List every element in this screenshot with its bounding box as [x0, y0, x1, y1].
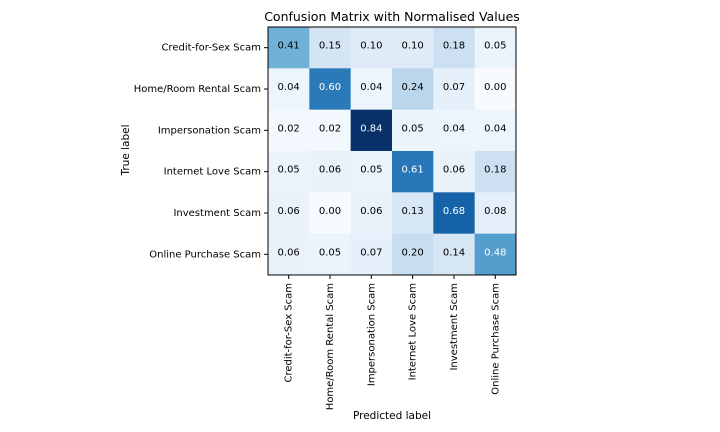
y-tick-label: Internet Love Scam	[164, 167, 261, 178]
cell-value-label: 0.41	[278, 41, 300, 52]
cell-value-label: 0.14	[443, 247, 465, 258]
y-tick-label: Home/Room Rental Scam	[134, 84, 261, 95]
heatmap-cell	[474, 150, 517, 193]
cell-value-label: 0.18	[484, 165, 506, 176]
y-tick-label: Online Purchase Scam	[149, 249, 261, 260]
cell-value-label: 0.15	[319, 41, 341, 52]
heatmap-cell	[391, 150, 434, 193]
y-tick-label: Impersonation Scam	[158, 125, 261, 136]
y-tick-label: Investment Scam	[173, 208, 261, 219]
heatmap-cell	[268, 233, 310, 276]
cell-value-label: 0.02	[278, 123, 300, 134]
heatmap-cell	[268, 192, 310, 235]
cell-value-label: 0.68	[443, 206, 465, 217]
x-axis-ticks: Credit-for-Sex Scam Home/Room Rental Scam…	[284, 274, 501, 410]
heatmap-cell	[350, 233, 393, 276]
y-tick-label: Credit-for-Sex Scam	[161, 43, 261, 54]
cell-value-label: 0.61	[402, 165, 424, 176]
cell-value-label: 0.06	[360, 206, 382, 217]
heatmap-cell	[268, 68, 310, 111]
cell-value-label: 0.07	[443, 82, 465, 93]
heatmap-cell	[309, 150, 352, 193]
chart-title: Confusion Matrix with Normalised Values	[264, 9, 520, 24]
cell-value-label: 0.06	[278, 206, 300, 217]
x-tick-label: Online Purchase Scam	[490, 283, 501, 395]
cell-value-label: 0.06	[278, 247, 300, 258]
cell-value-label: 0.05	[319, 247, 341, 258]
heatmap-cell	[391, 192, 434, 235]
heatmap-cell	[391, 109, 434, 152]
cell-value-label: 0.04	[278, 82, 300, 93]
cell-value-label: 0.00	[484, 82, 506, 93]
heatmap-cell	[309, 192, 352, 235]
heatmap-cells	[268, 27, 517, 276]
heatmap-cell	[433, 150, 476, 193]
cell-value-label: 0.08	[484, 206, 506, 217]
heatmap-cell	[433, 109, 476, 152]
cell-value-label: 0.05	[484, 41, 506, 52]
cell-value-label: 0.10	[360, 41, 382, 52]
heatmap-cell	[391, 27, 434, 69]
heatmap-cell	[309, 68, 352, 111]
cell-value-label: 0.18	[443, 41, 465, 52]
cell-value-label: 0.06	[443, 165, 465, 176]
x-tick-label: Credit-for-Sex Scam	[284, 283, 295, 383]
heatmap-cell	[350, 150, 393, 193]
heatmap-cell	[474, 109, 517, 152]
cell-value-label: 0.05	[360, 165, 382, 176]
x-tick-label: Internet Love Scam	[408, 283, 419, 380]
cell-value-label: 0.00	[319, 206, 341, 217]
cell-value-label: 0.24	[402, 82, 424, 93]
heatmap-cell	[350, 27, 393, 69]
cell-value-label: 0.07	[360, 247, 382, 258]
heatmap-cell	[309, 233, 352, 276]
y-axis-ticks: Credit-for-Sex Scam Home/Room Rental Scam…	[134, 43, 268, 260]
cell-value-labels: 0.41 0.15 0.10 0.10 0.18 0.05 0.04 0.60 0.04 0.24…	[278, 41, 507, 259]
x-tick-label: Home/Room Rental Scam	[325, 283, 336, 410]
heatmap-cell	[350, 192, 393, 235]
cell-value-label: 0.04	[443, 123, 465, 134]
y-axis-label: True label	[120, 124, 132, 176]
heatmap-cell	[309, 27, 352, 69]
cell-value-label: 0.48	[484, 247, 506, 258]
cell-value-label: 0.84	[360, 123, 382, 134]
heatmap-cell	[433, 68, 476, 111]
cell-value-label: 0.06	[319, 165, 341, 176]
heatmap-cell	[391, 68, 434, 111]
heatmap-cell	[433, 27, 476, 69]
heatmap-cell	[391, 233, 434, 276]
heatmap-cell	[474, 192, 517, 235]
cell-value-label: 0.05	[402, 123, 424, 134]
heatmap-cell	[268, 27, 310, 69]
heatmap-cell	[433, 192, 476, 235]
heatmap-cell	[433, 233, 476, 276]
x-axis-label: Predicted label	[353, 410, 431, 422]
x-tick-label: Impersonation Scam	[366, 283, 377, 386]
heatmap-cell	[350, 68, 393, 111]
heatmap-cell	[474, 233, 517, 276]
plot-frame	[267, 26, 517, 276]
cell-value-label: 0.05	[278, 165, 300, 176]
cell-value-label: 0.02	[319, 123, 341, 134]
x-tick-label: Investment Scam	[449, 283, 460, 371]
heatmap-cell	[268, 109, 310, 152]
heatmap-cell	[309, 109, 352, 152]
cell-value-label: 0.10	[402, 41, 424, 52]
cell-value-label: 0.04	[360, 82, 382, 93]
cell-value-label: 0.20	[402, 247, 424, 258]
heatmap-cell	[474, 27, 517, 69]
heatmap-cell	[350, 109, 393, 152]
cell-value-label: 0.13	[402, 206, 424, 217]
cell-value-label: 0.04	[484, 123, 506, 134]
heatmap-cell	[474, 68, 517, 111]
cell-value-label: 0.60	[319, 82, 341, 93]
heatmap-cell	[268, 150, 310, 193]
